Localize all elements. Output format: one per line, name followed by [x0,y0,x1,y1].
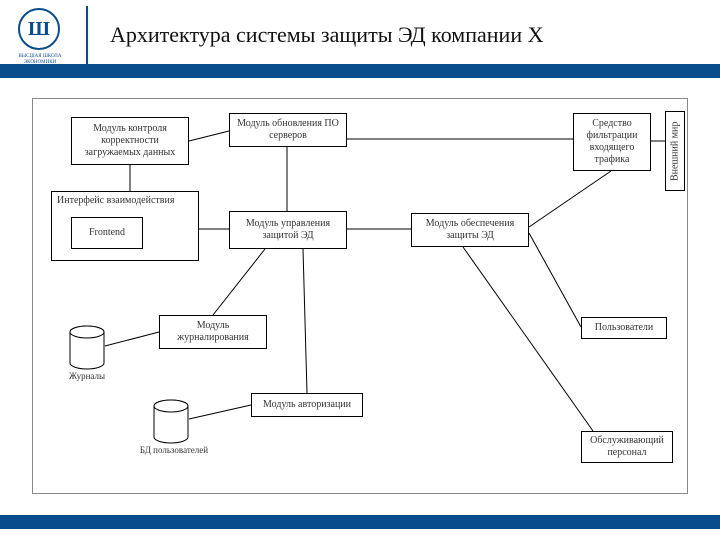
cylinder-userdb-label: БД пользователей [129,445,219,455]
node-external-world: Внешний мир [665,111,685,191]
architecture-diagram: Модуль контроля корректности загружаемых… [32,98,688,494]
cylinder-logs-label: Журналы [55,371,119,381]
header-divider [86,6,88,68]
node-staff: Обслуживающий персонал [581,431,673,463]
node-users: Пользователи [581,317,667,339]
node-control-module: Модуль контроля корректности загружаемых… [71,117,189,165]
cylinder-userdb-icon [153,399,189,445]
node-interface-label: Интерфейс взаимодействия [52,192,198,209]
node-logging-module: Модуль журналирования [159,315,267,349]
logo-block: Ш [18,8,60,50]
node-update-module: Модуль обновления ПО серверов [229,113,347,147]
logo-subtext: ВЫСШАЯ ШКОЛА ЭКОНОМИКИ [10,54,70,65]
cylinder-logs-icon [69,325,105,371]
node-mgmt-module: Модуль управления защитой ЭД [229,211,347,249]
footer-bar [0,515,720,529]
node-traffic-filter: Средство фильтрации входящего трафика [573,113,651,171]
page-title: Архитектура системы защиты ЭД компании Х [110,22,543,48]
logo-icon: Ш [18,8,60,50]
node-auth-module: Модуль авторизации [251,393,363,417]
node-frontend: Frontend [71,217,143,249]
header-bar: Ш ВЫСШАЯ ШКОЛА ЭКОНОМИКИ Архитектура сис… [0,0,720,78]
node-protection-module: Модуль обеспечения защиты ЭД [411,213,529,247]
